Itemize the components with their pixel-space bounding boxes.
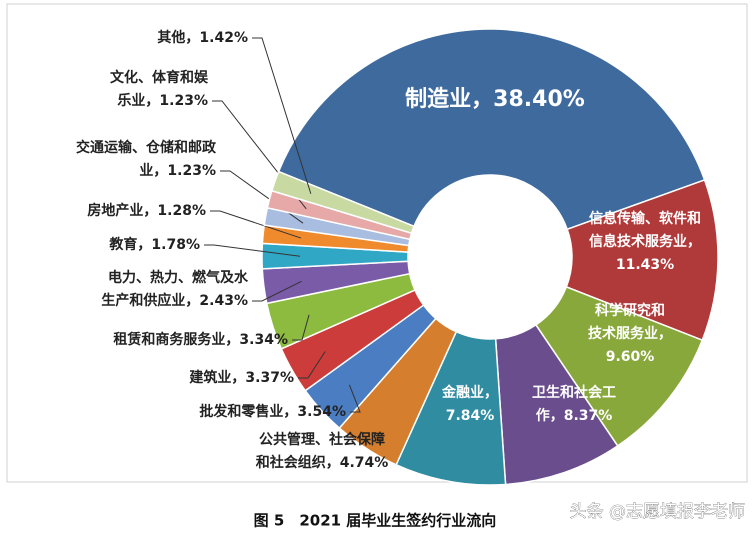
leader-line	[292, 314, 310, 341]
watermark: 头条 @志愿填报李老师	[570, 502, 745, 522]
slice-label: 和社会组织，4.74%	[256, 454, 389, 471]
slice-label: 公共管理、社会保障	[259, 431, 385, 448]
slice	[277, 28, 706, 231]
slice-label: 乐业，1.23%	[117, 92, 208, 109]
slice-label: 7.84%	[446, 408, 495, 424]
slice-label: 文化、体育和娱	[110, 69, 209, 86]
slice	[565, 178, 719, 342]
leader-line	[252, 280, 302, 302]
slice-label: 技术服务业，	[588, 325, 672, 342]
slice-label: 电力、热力、燃气及水	[108, 269, 249, 286]
slice-label: 业，1.23%	[139, 163, 216, 179]
leader-line	[204, 244, 301, 257]
slice-label: 卫生和社会工	[532, 384, 616, 401]
leader-line	[252, 37, 312, 194]
slice-label: 制造业，38.40%	[405, 87, 585, 112]
slice-label: 金融业，	[441, 384, 498, 401]
leader-line	[348, 384, 361, 413]
slice-label: 其他，1.42%	[157, 29, 248, 46]
slice-label: 信息传输、软件和	[589, 210, 701, 227]
caption: 图 5 2021 届毕业生签约行业流向	[254, 512, 497, 530]
slice-label: 建筑业，3.37%	[189, 369, 294, 386]
slice-label: 科学研究和	[595, 302, 665, 319]
slice-label: 信息技术服务业，	[589, 233, 701, 250]
slice-label: 租赁和商务服务业，3.34%	[113, 331, 288, 348]
slice-label: 教育，1.78%	[109, 236, 200, 253]
slice-label: 11.43%	[616, 257, 674, 273]
leader-line	[210, 210, 302, 239]
slice-label: 批发和零售业，3.54%	[199, 403, 346, 420]
slice-label: 作，8.37%	[536, 407, 613, 424]
slice-label: 交通运输、仓储和邮政	[76, 139, 217, 156]
slice-label: 房地产业，1.28%	[87, 202, 206, 219]
leader-line	[298, 351, 326, 379]
slice-label: 9.60%	[606, 349, 655, 365]
slice	[270, 170, 415, 235]
slice-label: 生产和供应业，2.43%	[101, 292, 248, 309]
